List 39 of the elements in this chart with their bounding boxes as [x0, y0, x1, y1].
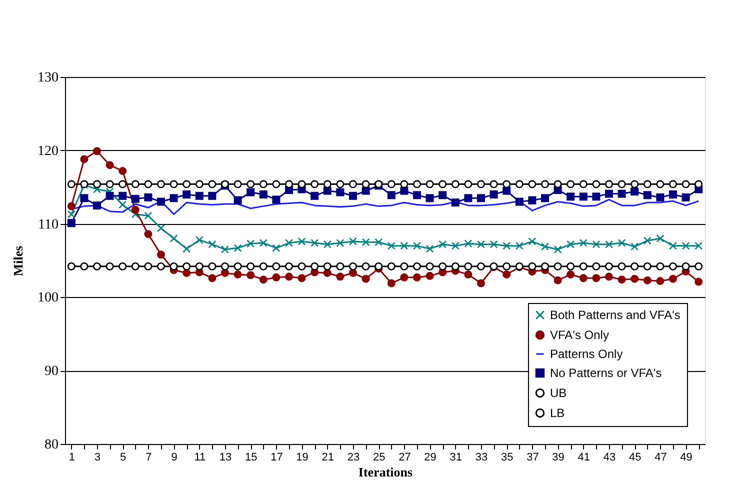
- legend-label: LB: [550, 406, 565, 420]
- x-tick-label: 13: [219, 452, 232, 464]
- x-tick-label: 9: [171, 452, 178, 464]
- x-tick-label: 45: [628, 452, 642, 464]
- legend-label: VFA's Only: [550, 328, 609, 342]
- x-tick-label: 15: [244, 452, 258, 464]
- x-tick-label: 27: [398, 452, 411, 464]
- x-tick-label: 49: [680, 452, 692, 464]
- legend-label: UB: [550, 386, 567, 400]
- x-tick-label: 21: [322, 452, 334, 464]
- x-tick-label: 17: [270, 452, 283, 464]
- x-tick-label: 39: [552, 452, 564, 464]
- y-tick-label: 80: [44, 438, 58, 452]
- x-tick-label: 7: [146, 452, 152, 464]
- legend-label: Both Patterns and VFA's: [550, 308, 680, 322]
- x-tick-label: 5: [120, 452, 126, 464]
- y-tick-label: 120: [38, 144, 58, 159]
- x-tick-label: 19: [296, 452, 308, 464]
- y-tick-label: 90: [44, 364, 58, 380]
- x-axis-title: Iterations: [358, 464, 413, 480]
- x-tick-label: 31: [450, 452, 462, 464]
- y-axis-title: Miles: [10, 246, 26, 276]
- x-tick-label: 11: [194, 452, 206, 464]
- x-tick-label: 25: [372, 452, 386, 464]
- x-tick-label: 35: [500, 452, 514, 464]
- x-tick-label: 47: [654, 452, 667, 464]
- x-tick-label: 33: [475, 452, 488, 464]
- x-tick-label: 3: [94, 452, 101, 464]
- x-tick-label: 29: [424, 452, 436, 464]
- y-tick-label: 110: [38, 217, 58, 232]
- x-tick-label: 37: [526, 452, 539, 464]
- x-tick-label: 23: [347, 452, 360, 464]
- x-tick-label: 41: [578, 452, 590, 464]
- y-tick-label: 100: [38, 290, 58, 306]
- x-tick-label: 1: [68, 452, 75, 464]
- x-tick-label: 43: [603, 452, 616, 464]
- legend-label: Patterns Only: [550, 347, 623, 361]
- y-tick-label: 130: [38, 70, 58, 86]
- legend-label: No Patterns or VFA's: [550, 366, 662, 380]
